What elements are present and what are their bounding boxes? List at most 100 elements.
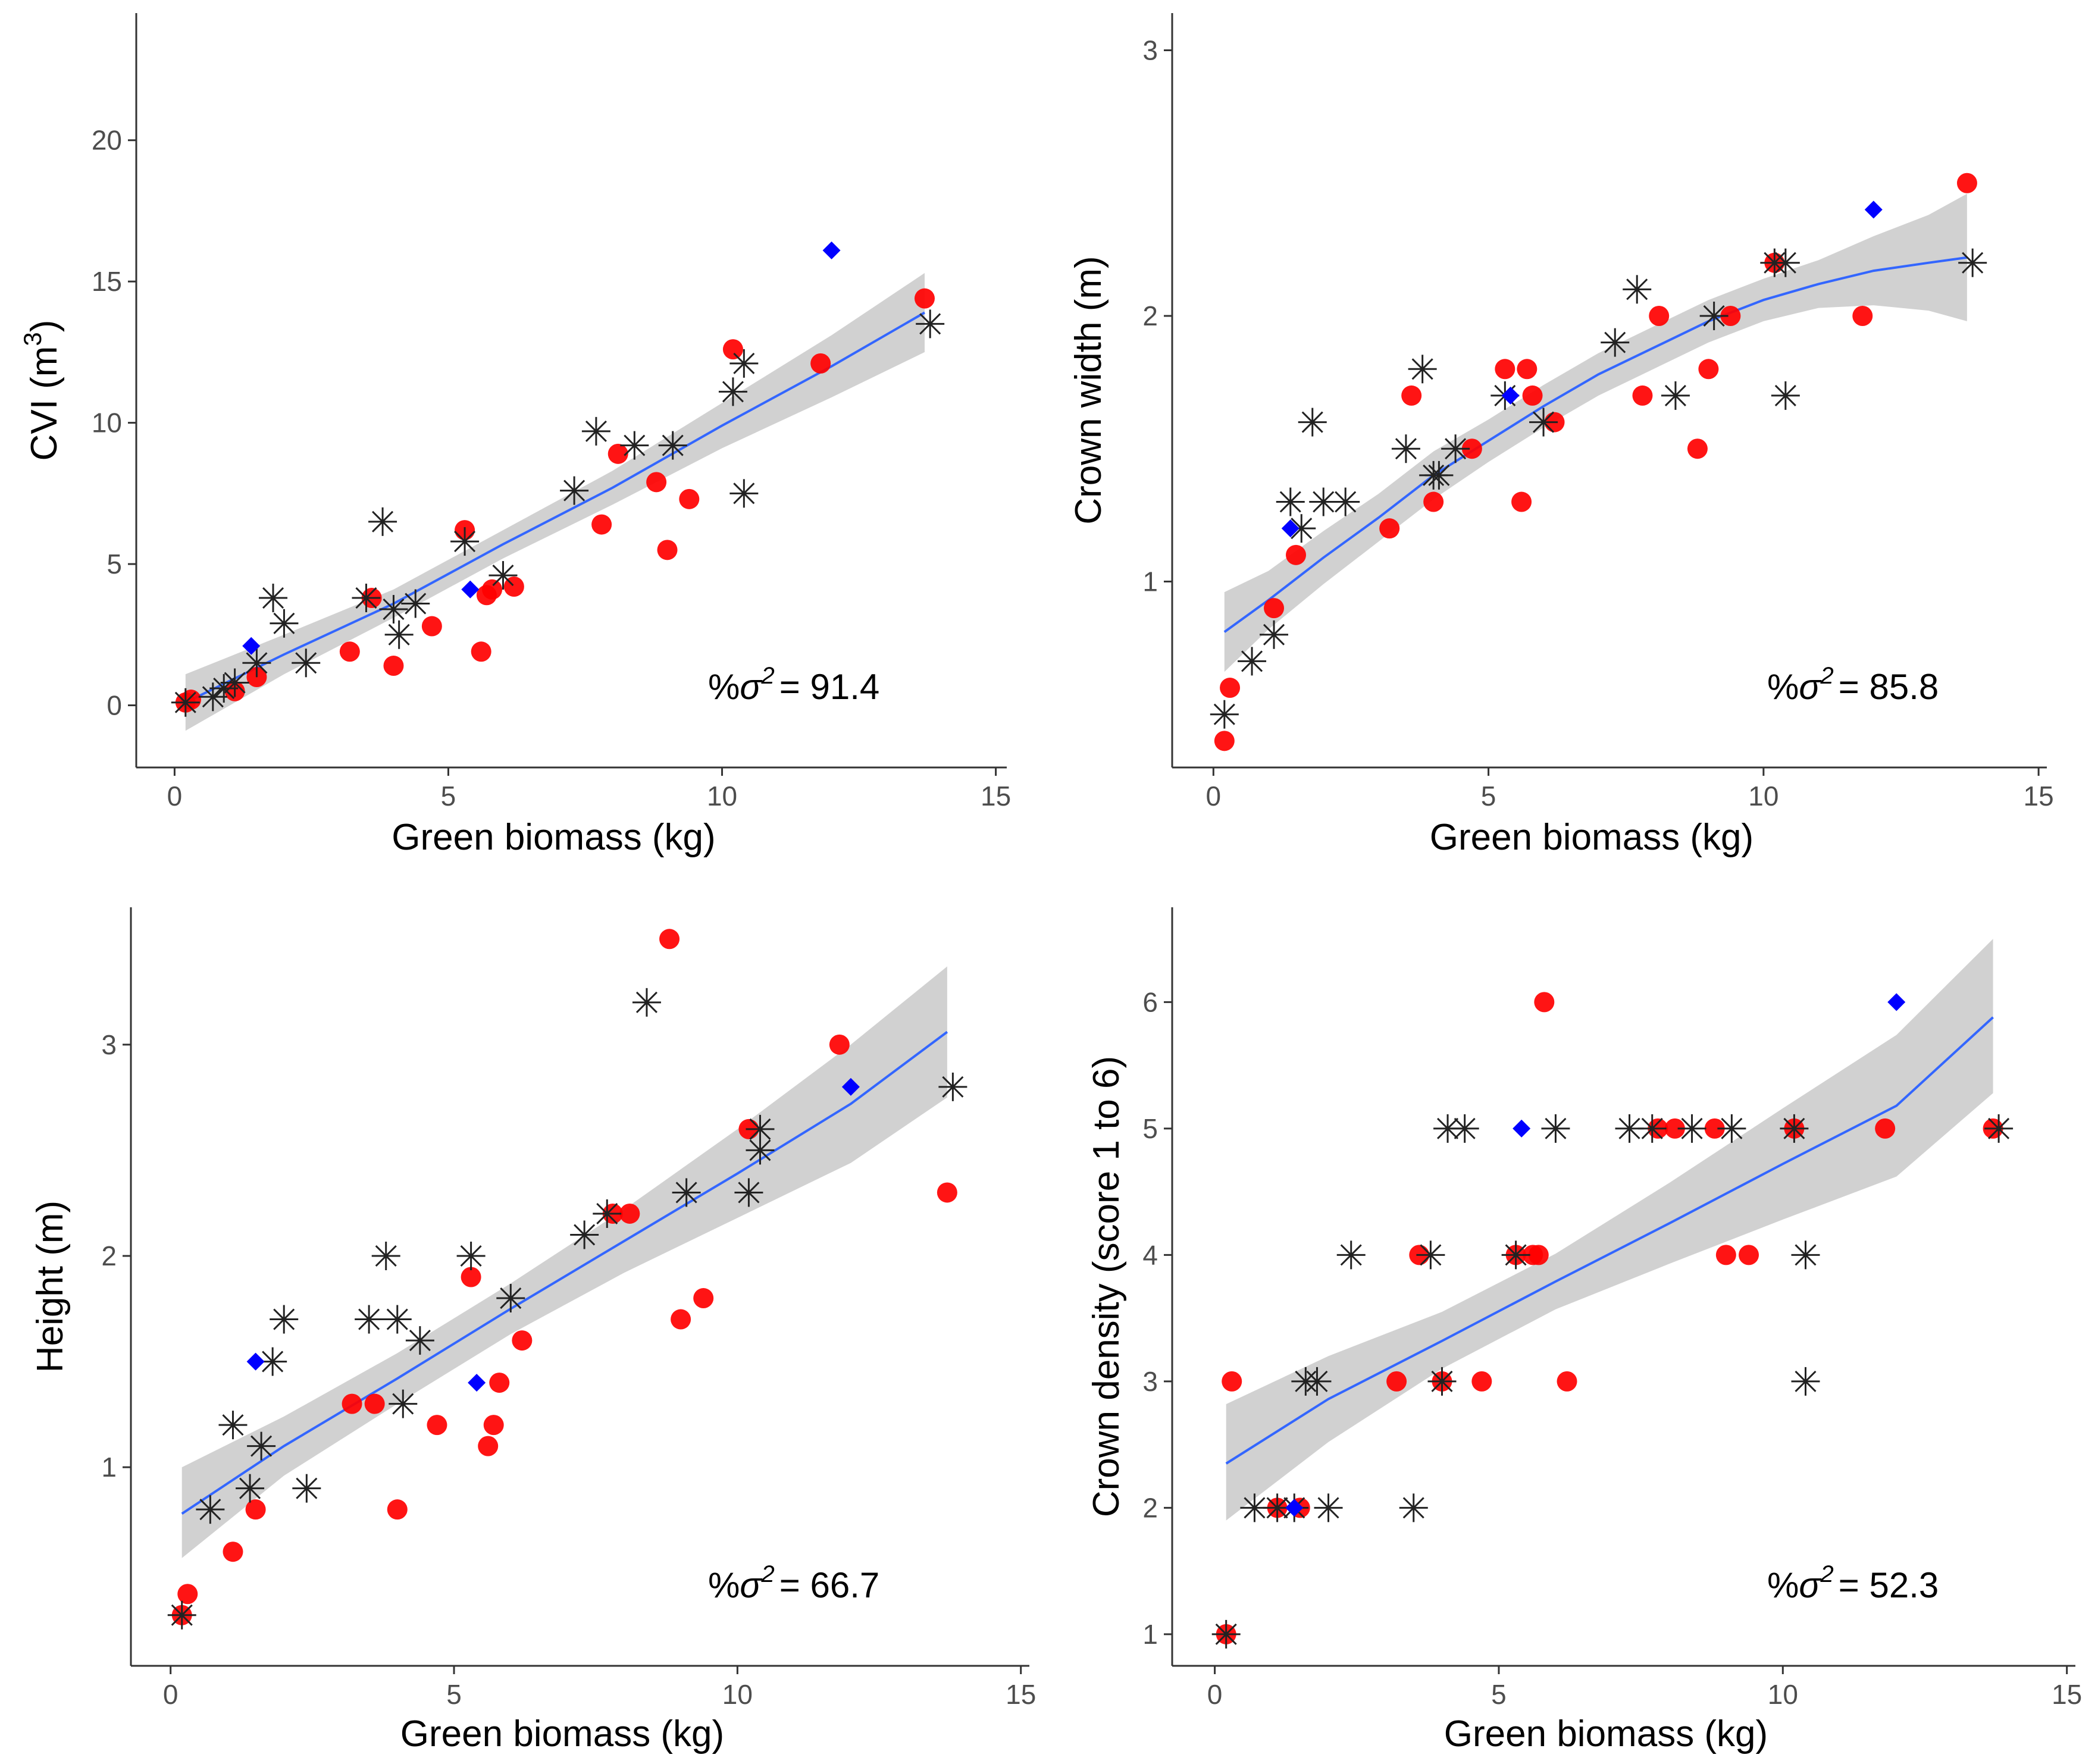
data-point-star <box>938 1072 967 1101</box>
y-tick-label: 2 <box>1142 300 1158 331</box>
data-point-star <box>1427 1367 1457 1396</box>
y-tick-label: 20 <box>92 125 122 156</box>
data-point-star <box>259 584 288 613</box>
data-point-star <box>167 1600 196 1630</box>
y-tick-label: 5 <box>107 549 122 579</box>
data-point-star <box>389 1389 418 1418</box>
annotation-prefix: % <box>1767 1565 1799 1605</box>
data-point-circle <box>1956 173 1977 193</box>
data-point-star <box>1314 1493 1343 1522</box>
data-point-star <box>198 682 227 712</box>
data-point-circle <box>482 579 503 600</box>
data-point-circle <box>1649 305 1670 326</box>
data-point-circle <box>1222 1371 1242 1392</box>
data-point-star <box>1302 1367 1332 1396</box>
data-point-star <box>401 589 430 618</box>
x-tick-label: 5 <box>441 781 456 811</box>
data-point-star <box>247 1431 276 1461</box>
data-point-star <box>1958 248 1987 277</box>
data-point-star <box>1450 1114 1479 1143</box>
data-point-circle <box>421 616 442 637</box>
data-point-star <box>746 1136 775 1165</box>
data-point-circle <box>1286 544 1307 565</box>
y-tick-label: 3 <box>1142 35 1158 66</box>
variance-annotation: %σ2 = 91.4 <box>708 663 879 707</box>
x-axis-title: Green biomass (kg) <box>400 1713 724 1754</box>
data-point-star <box>1541 1114 1570 1143</box>
data-point-diamond <box>461 580 480 599</box>
data-point-star <box>1717 1114 1746 1143</box>
data-point-star <box>242 648 271 678</box>
data-point-star <box>1399 1493 1428 1522</box>
x-tick-label: 10 <box>1768 1679 1798 1710</box>
data-point-star <box>729 349 759 378</box>
y-tick-label: 5 <box>1142 1113 1158 1144</box>
data-point-circle <box>1875 1118 1896 1139</box>
data-point-star <box>379 595 408 624</box>
data-point-star <box>270 609 299 638</box>
x-tick-label: 15 <box>981 781 1011 811</box>
data-point-diamond <box>1501 386 1520 405</box>
data-point-circle <box>1664 1118 1685 1139</box>
data-point-star <box>734 1178 763 1207</box>
y-axis-title-sup: 3 <box>18 332 46 346</box>
data-point-star <box>1298 408 1327 437</box>
data-point-circle <box>177 1584 198 1605</box>
data-point-circle <box>722 339 743 360</box>
data-point-star <box>383 1305 412 1334</box>
data-point-star <box>718 377 747 406</box>
annotation-sup: 2 <box>1820 663 1834 689</box>
data-point-star <box>220 668 249 697</box>
y-tick-label: 15 <box>92 266 122 297</box>
y-axis-title-main: CVI (m <box>24 346 65 461</box>
data-point-star <box>209 674 239 703</box>
x-axis-title: Green biomass (kg) <box>1430 817 1753 858</box>
x-tick-label: 10 <box>722 1679 753 1710</box>
data-point-circle <box>427 1415 447 1436</box>
annotation-sup: 2 <box>761 1561 775 1587</box>
data-point-circle <box>829 1034 850 1055</box>
data-point-star <box>570 1220 599 1249</box>
y-tick-label: 2 <box>1142 1492 1158 1523</box>
data-point-circle <box>1528 1245 1549 1265</box>
data-point-star <box>1408 355 1437 384</box>
x-axis-title: Green biomass (kg) <box>392 817 715 858</box>
y-tick-label: 3 <box>101 1029 117 1060</box>
y-tick-label: 1 <box>101 1452 117 1483</box>
data-point-circle <box>1401 385 1422 406</box>
data-point-circle <box>1687 438 1708 459</box>
annotation-symbol: σ <box>740 1565 763 1605</box>
data-point-circle <box>364 1393 385 1414</box>
data-point-star <box>1677 1114 1706 1143</box>
data-point-circle <box>1511 491 1532 512</box>
annotation-value: = 91.4 <box>779 667 880 707</box>
data-point-circle <box>483 1415 504 1436</box>
data-point-star <box>1391 434 1420 463</box>
data-point-circle <box>387 1499 408 1520</box>
data-point-diamond <box>1864 200 1883 219</box>
data-point-circle <box>1220 678 1241 698</box>
x-tick-label: 5 <box>1491 1679 1507 1710</box>
y-axis-title-close: ) <box>24 320 65 333</box>
data-point-circle <box>1720 305 1741 326</box>
data-point-circle <box>1632 385 1653 406</box>
data-point-circle <box>1495 359 1515 380</box>
y-tick-label: 6 <box>1142 986 1158 1017</box>
data-point-star <box>270 1305 299 1334</box>
fit-line <box>181 1030 948 1515</box>
panel-top-right: 0 5 10 15 1 2 3 Green biomass (kg) Crown width (… <box>1068 13 2054 858</box>
data-point-circle <box>245 1499 266 1520</box>
data-point-circle <box>914 288 935 309</box>
data-point-circle <box>1852 305 1873 326</box>
data-point-circle <box>1379 518 1400 539</box>
data-point-circle <box>471 641 491 662</box>
fit-line <box>184 311 925 704</box>
data-point-star <box>672 1178 701 1207</box>
data-point-star <box>196 1495 225 1524</box>
data-point-circle <box>608 443 628 464</box>
data-point-diamond <box>1285 1499 1304 1517</box>
y-tick-label: 0 <box>107 690 122 721</box>
x-tick-label: 15 <box>2052 1679 2082 1710</box>
